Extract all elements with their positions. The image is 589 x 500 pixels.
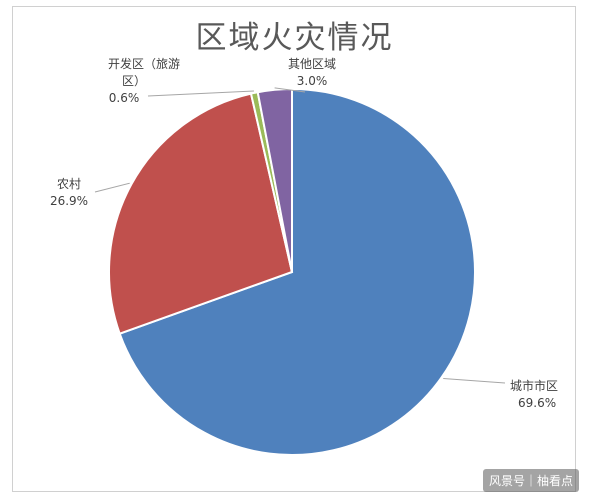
slice-value-city: 69.6% — [518, 396, 556, 410]
chart-title: 区域火灾情况 — [195, 20, 394, 56]
slice-value-other: 3.0% — [297, 74, 328, 88]
leader-line-other — [274, 87, 306, 93]
watermark: 风景号｜柚看点 — [482, 469, 579, 492]
pie-slice-city — [118, 87, 476, 456]
slice-label-rural: 农村 — [57, 177, 81, 191]
pie-slice-other — [256, 87, 293, 273]
leader-line-devzone — [147, 90, 254, 97]
leader-line-rural — [94, 182, 130, 193]
slice-value-devzone: 0.6% — [109, 91, 140, 105]
slice-label-city: 城市市区 — [510, 378, 558, 393]
slice-value-rural: 26.9% — [50, 194, 88, 208]
slice-label-devzone: 开发区（旅游区） — [108, 56, 180, 88]
slice-label-other: 其他区域 — [288, 57, 336, 71]
pie-slice-rural — [108, 92, 294, 335]
leader-line-city — [443, 378, 506, 384]
